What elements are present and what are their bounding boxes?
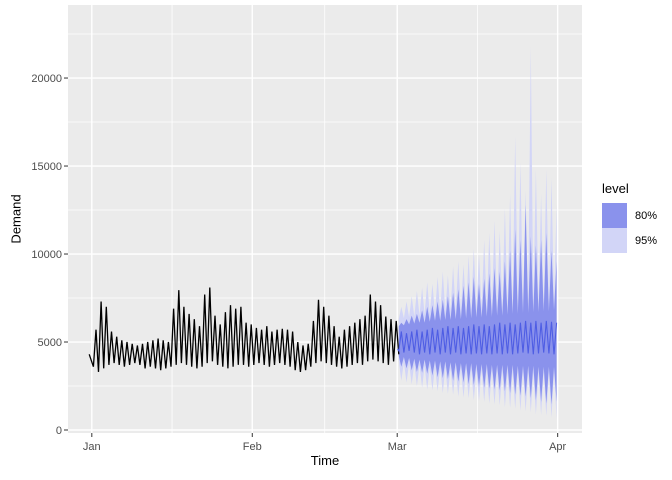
x-tick-label: Feb [243, 441, 262, 453]
legend-item-80: 80% [602, 203, 657, 228]
y-tick-label: 0 [56, 425, 62, 437]
legend-label-95: 95% [635, 234, 658, 247]
legend-swatch-95-icon [602, 228, 627, 253]
legend-label-80: 80% [635, 209, 658, 222]
legend-item-95: 95% [602, 228, 657, 253]
ribbon-80 [398, 204, 557, 405]
x-tick-label: Jan [83, 441, 101, 453]
legend: level 80% 95% [602, 181, 657, 253]
x-tick-label: Apr [549, 441, 566, 453]
y-tick-label: 15000 [31, 161, 62, 173]
y-axis-title: Demand [8, 194, 24, 244]
legend-title: level [602, 181, 629, 196]
forecast-mean-line [397, 320, 558, 355]
x-tick-label: Mar [388, 441, 407, 453]
legend-swatch-80-icon [602, 203, 627, 228]
history-line [88, 287, 400, 372]
y-tick-label: 20000 [31, 73, 62, 85]
x-axis-title: Time [310, 453, 340, 468]
y-tick-label: 5000 [38, 337, 62, 349]
y-tick-label: 10000 [31, 249, 62, 261]
